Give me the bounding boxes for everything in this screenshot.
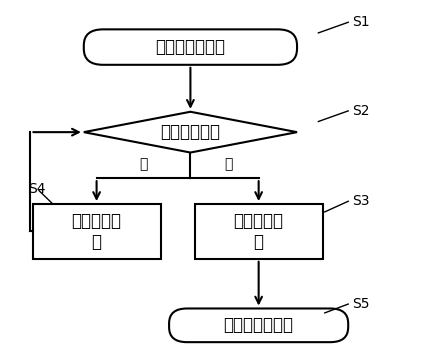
- Text: S2: S2: [353, 104, 370, 118]
- Text: 关闭音乐播放器: 关闭音乐播放器: [224, 316, 294, 334]
- Bar: [195, 204, 323, 259]
- Text: S3: S3: [353, 194, 370, 208]
- Text: 是: 是: [225, 157, 233, 171]
- Text: 继续播放音
乐: 继续播放音 乐: [72, 212, 121, 251]
- Text: S4: S4: [29, 182, 46, 196]
- Bar: [33, 204, 161, 259]
- Text: S5: S5: [353, 297, 370, 311]
- FancyBboxPatch shape: [169, 309, 348, 342]
- Text: 打开音乐播放器: 打开音乐播放器: [156, 38, 226, 56]
- Polygon shape: [84, 112, 297, 153]
- Text: 关闭音乐播
放: 关闭音乐播 放: [234, 212, 284, 251]
- Text: 检测睡眠状态: 检测睡眠状态: [160, 123, 220, 141]
- FancyBboxPatch shape: [84, 30, 297, 65]
- Text: S1: S1: [353, 15, 370, 29]
- Text: 否: 否: [139, 157, 148, 171]
